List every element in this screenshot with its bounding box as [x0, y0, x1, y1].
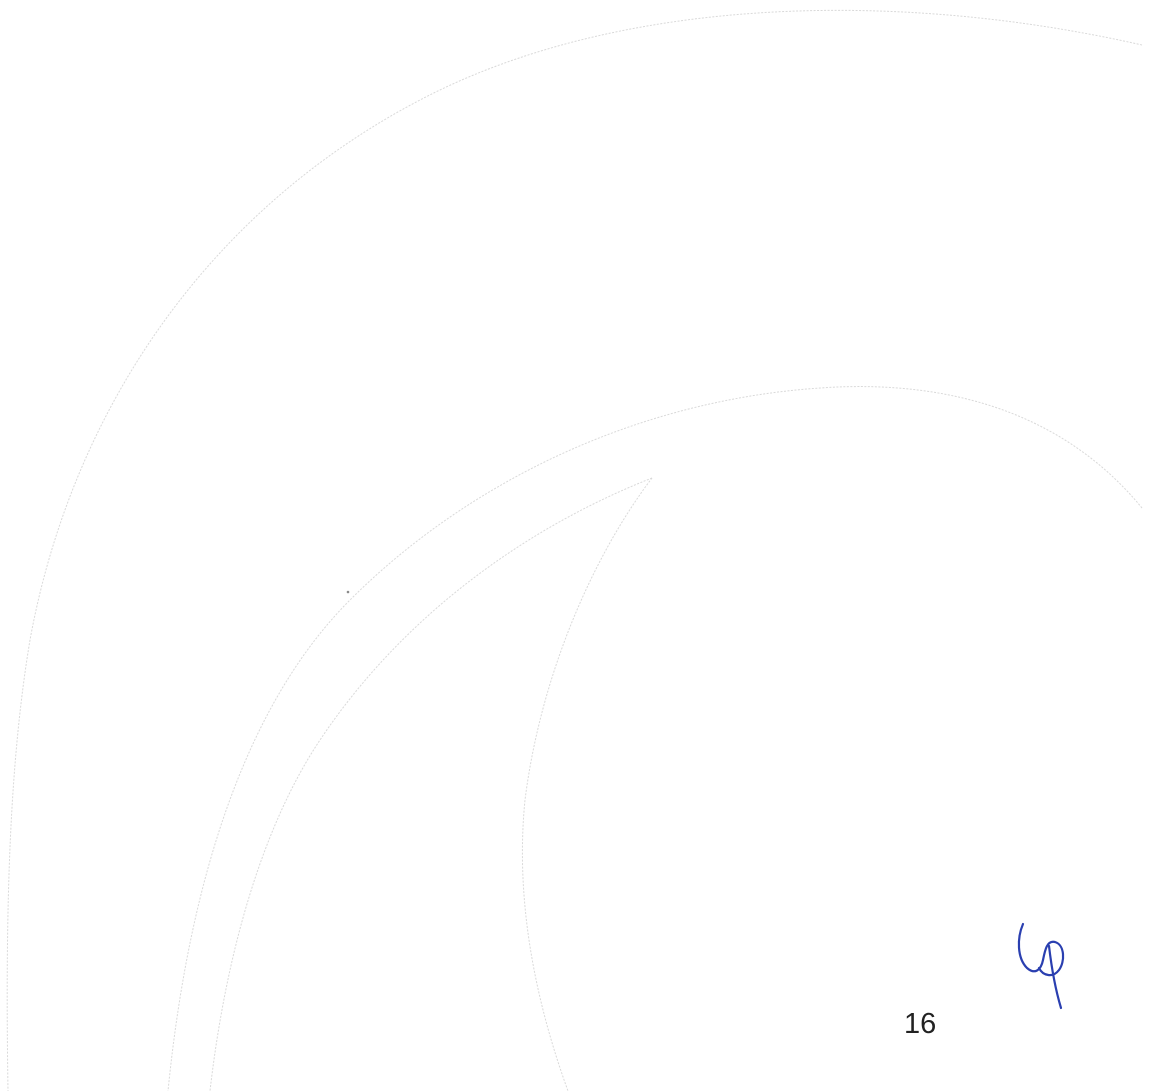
page-number: 16 [904, 1008, 937, 1040]
handwritten-initials-icon [1017, 922, 1065, 1010]
outer-arc [6, 9, 1143, 1091]
inner-arc-left [209, 477, 653, 1091]
inner-arc-right [521, 477, 653, 1091]
stray-dot [346, 590, 350, 594]
middle-arc [167, 386, 1143, 1091]
